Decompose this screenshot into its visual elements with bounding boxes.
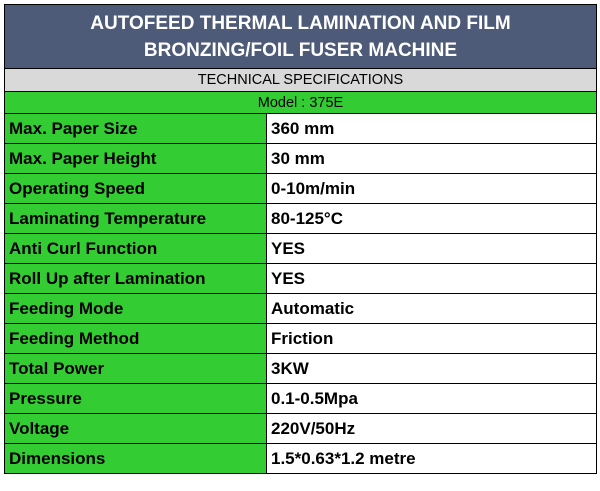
- spec-row: Anti Curl Function YES: [4, 233, 597, 264]
- title-line-2: BRONZING/FOIL FUSER MACHINE: [143, 39, 458, 61]
- title-line-1: AUTOFEED THERMAL LAMINATION AND FILM: [90, 12, 511, 34]
- spec-label: Laminating Temperature: [4, 203, 267, 234]
- spec-value: Friction: [266, 323, 597, 354]
- spec-label: Voltage: [4, 413, 267, 444]
- spec-label: Anti Curl Function: [4, 233, 267, 264]
- spec-value: 220V/50Hz: [266, 413, 597, 444]
- spec-row: Max. Paper Size 360 mm: [4, 113, 597, 144]
- spec-row: Feeding Method Friction: [4, 323, 597, 354]
- spec-value: 360 mm: [266, 113, 597, 144]
- spec-value: Automatic: [266, 293, 597, 324]
- section-heading: TECHNICAL SPECIFICATIONS: [4, 68, 597, 92]
- spec-table: AUTOFEED THERMAL LAMINATION AND FILM BRO…: [4, 4, 597, 474]
- model-row: Model : 375E: [4, 91, 597, 114]
- spec-label: Dimensions: [4, 443, 267, 474]
- spec-row: Operating Speed 0-10m/min: [4, 173, 597, 204]
- spec-row: Max. Paper Height 30 mm: [4, 143, 597, 174]
- spec-row: Dimensions 1.5*0.63*1.2 metre: [4, 443, 597, 474]
- section-row: TECHNICAL SPECIFICATIONS: [4, 68, 597, 92]
- model-label: Model : 375E: [4, 91, 597, 114]
- spec-value: YES: [266, 263, 597, 294]
- spec-value: 30 mm: [266, 143, 597, 174]
- spec-value: 0.1-0.5Mpa: [266, 383, 597, 414]
- spec-value: 80-125°C: [266, 203, 597, 234]
- spec-row: Laminating Temperature 80-125°C: [4, 203, 597, 234]
- spec-label: Feeding Mode: [4, 293, 267, 324]
- spec-value: 0-10m/min: [266, 173, 597, 204]
- spec-label: Feeding Method: [4, 323, 267, 354]
- spec-sheet: AUTOFEED THERMAL LAMINATION AND FILM BRO…: [4, 4, 597, 487]
- spec-label: Roll Up after Lamination: [4, 263, 267, 294]
- spec-row: Pressure 0.1-0.5Mpa: [4, 383, 597, 414]
- machine-title: AUTOFEED THERMAL LAMINATION AND FILM BRO…: [4, 4, 597, 69]
- spec-value: 1.5*0.63*1.2 metre: [266, 443, 597, 474]
- title-row: AUTOFEED THERMAL LAMINATION AND FILM BRO…: [4, 4, 597, 69]
- spec-label: Operating Speed: [4, 173, 267, 204]
- spec-label: Max. Paper Size: [4, 113, 267, 144]
- spec-row: Total Power 3KW: [4, 353, 597, 384]
- spec-label: Total Power: [4, 353, 267, 384]
- spec-value: 3KW: [266, 353, 597, 384]
- spec-value: YES: [266, 233, 597, 264]
- spec-row: Roll Up after Lamination YES: [4, 263, 597, 294]
- spec-label: Pressure: [4, 383, 267, 414]
- spec-label: Max. Paper Height: [4, 143, 267, 174]
- spec-row: Feeding Mode Automatic: [4, 293, 597, 324]
- spec-row: Voltage 220V/50Hz: [4, 413, 597, 444]
